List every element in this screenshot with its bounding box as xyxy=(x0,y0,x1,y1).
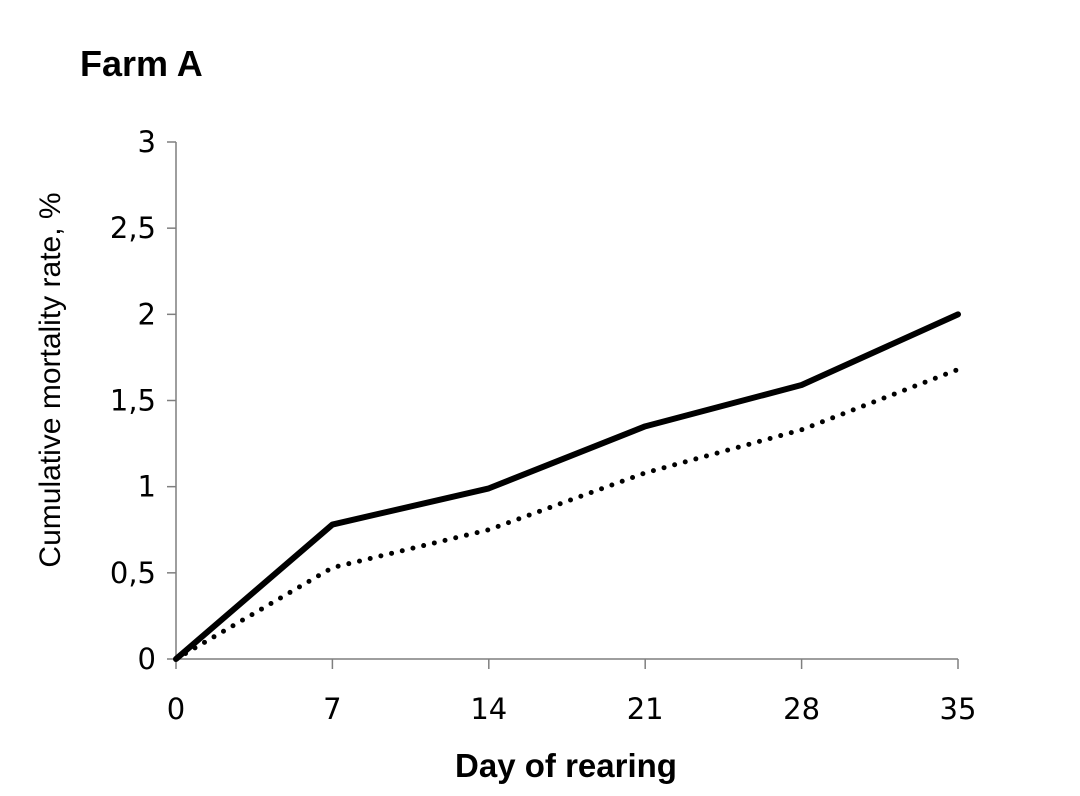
axes xyxy=(175,142,958,660)
y-tick-label: 0 xyxy=(138,642,156,676)
y-ticks: 0 0,5 1 1,5 2 2,5 3 xyxy=(110,125,176,676)
series-line-dotted xyxy=(173,366,961,662)
x-tick-label: 7 xyxy=(323,692,341,726)
x-tick-label: 21 xyxy=(627,692,664,726)
y-tick-label: 3 xyxy=(138,125,156,159)
y-tick-label: 0,5 xyxy=(110,556,156,590)
x-tick-label: 14 xyxy=(470,692,507,726)
y-tick-label: 1,5 xyxy=(110,384,156,418)
x-ticks: 0 7 14 21 28 35 xyxy=(167,659,977,726)
y-tick-label: 1 xyxy=(138,470,156,504)
chart-title: Farm A xyxy=(80,43,203,84)
series-layer xyxy=(173,311,961,662)
y-tick-label: 2,5 xyxy=(110,211,156,245)
x-axis-label: Day of rearing xyxy=(455,747,677,784)
series-line-solid xyxy=(173,311,961,662)
y-tick-label: 2 xyxy=(138,297,156,331)
x-tick-label: 35 xyxy=(940,692,977,726)
x-tick-label: 0 xyxy=(167,692,185,726)
y-axis-label: Cumulative mortality rate, % xyxy=(34,192,67,567)
x-tick-label: 28 xyxy=(783,692,820,726)
